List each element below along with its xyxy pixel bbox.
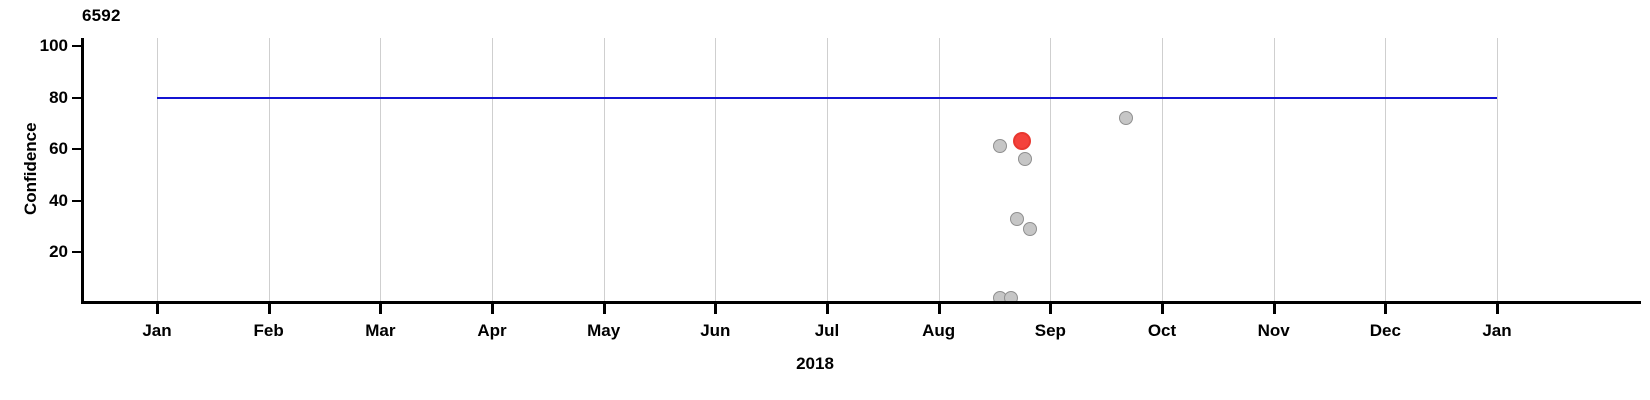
y-tick-label: 60	[49, 139, 68, 158]
y-tick-label: 100	[39, 36, 68, 55]
x-tick-mark	[1496, 304, 1499, 314]
data-point[interactable]	[1009, 211, 1024, 226]
gridline-vertical	[715, 38, 717, 301]
gridline-vertical	[380, 38, 382, 301]
y-tick-mark	[72, 251, 81, 253]
x-tick-label: Jan	[142, 321, 172, 340]
gridline-vertical	[492, 38, 493, 301]
x-tick-mark	[1161, 304, 1164, 314]
gridline-vertical	[1385, 38, 1387, 301]
x-tick-mark	[1272, 304, 1276, 314]
x-tick-mark	[937, 304, 941, 314]
data-point-highlighted[interactable]	[1013, 132, 1032, 151]
x-tick-label: Mar	[365, 321, 396, 340]
x-tick-label: Feb	[253, 321, 284, 340]
x-tick-label: Jan	[1482, 321, 1512, 340]
x-tick-mark	[491, 304, 494, 314]
data-point[interactable]	[1023, 221, 1038, 236]
x-axis-line	[81, 301, 1641, 304]
x-tick-mark	[602, 304, 606, 314]
gridline-vertical	[603, 38, 605, 301]
data-point[interactable]	[1004, 291, 1019, 301]
data-point[interactable]	[993, 139, 1008, 154]
x-axis-title: 2018	[796, 354, 834, 373]
data-point[interactable]	[1017, 152, 1032, 167]
chart-title: 6592	[82, 6, 121, 25]
y-tick-mark	[72, 96, 81, 99]
x-tick-label: Apr	[477, 321, 507, 340]
y-axis-line	[81, 38, 84, 304]
x-tick-label: Dec	[1369, 321, 1401, 340]
gridline-vertical	[827, 38, 828, 301]
x-tick-label: Sep	[1034, 321, 1066, 340]
gridline-vertical	[938, 38, 940, 301]
x-tick-label: Jul	[814, 321, 840, 340]
threshold-line	[157, 96, 1497, 99]
x-tick-mark	[1384, 304, 1388, 314]
x-tick-mark	[826, 304, 829, 314]
y-tick-mark	[72, 45, 81, 47]
data-point[interactable]	[1119, 111, 1134, 126]
x-tick-label: Oct	[1147, 321, 1177, 340]
plot-area	[84, 38, 1641, 301]
x-tick-label: May	[587, 321, 621, 340]
gridline-vertical	[1050, 38, 1052, 301]
y-tick-mark	[72, 199, 81, 202]
gridline-vertical	[1273, 38, 1275, 301]
y-tick-label: 20	[49, 242, 68, 261]
gridline-vertical	[1162, 38, 1163, 301]
x-tick-mark	[714, 304, 718, 314]
x-tick-mark	[156, 304, 159, 314]
y-tick-label: 40	[49, 190, 68, 210]
x-tick-mark	[379, 304, 383, 314]
x-tick-label: Aug	[922, 321, 956, 340]
y-tick-label: 80	[49, 87, 68, 107]
y-tick-mark	[72, 148, 81, 150]
x-tick-mark	[1049, 304, 1053, 314]
x-tick-label: Jun	[700, 321, 731, 340]
gridline-vertical	[157, 38, 158, 301]
x-tick-mark	[267, 304, 271, 314]
x-tick-label: Nov	[1257, 321, 1290, 340]
gridline-vertical	[268, 38, 270, 301]
gridline-vertical	[1497, 38, 1498, 301]
